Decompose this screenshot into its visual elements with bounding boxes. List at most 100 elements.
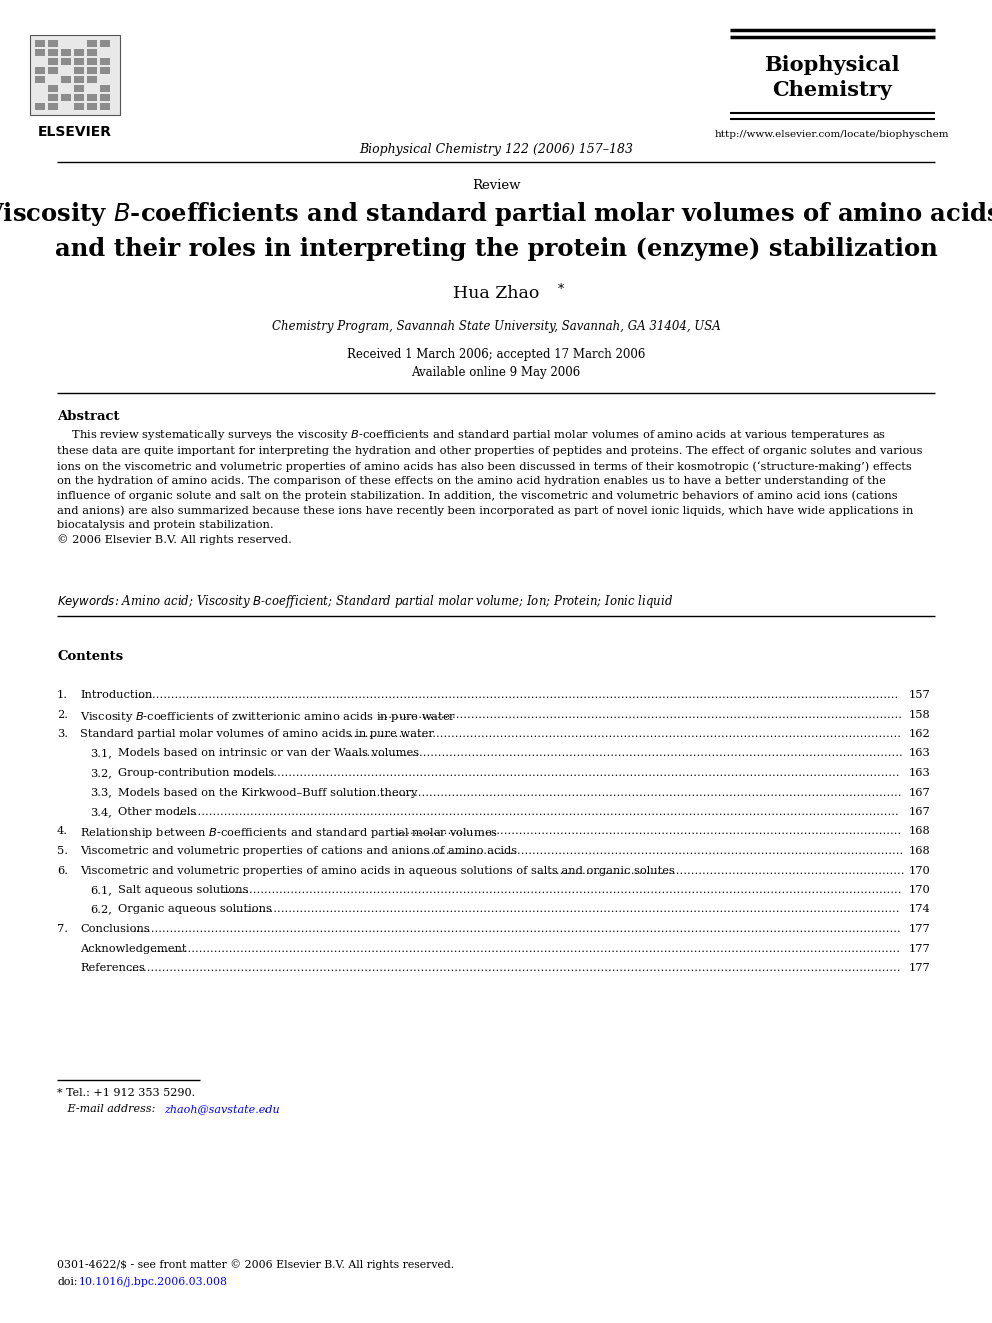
Text: Viscometric and volumetric properties of amino acids in aqueous solutions of sal: Viscometric and volumetric properties of… xyxy=(80,865,675,876)
Text: 168: 168 xyxy=(909,827,930,836)
Text: 158: 158 xyxy=(909,709,930,720)
Text: ................................................................................: ........................................… xyxy=(233,905,901,914)
Text: Acknowledgement: Acknowledgement xyxy=(80,943,186,954)
Text: 6.2,: 6.2, xyxy=(90,905,112,914)
Text: Received 1 March 2006; accepted 17 March 2006: Received 1 March 2006; accepted 17 March… xyxy=(347,348,645,361)
Bar xyxy=(74,75,84,83)
Text: Group-contribution models: Group-contribution models xyxy=(118,767,274,778)
Text: E-mail address:: E-mail address: xyxy=(57,1103,159,1114)
Text: 167: 167 xyxy=(909,807,930,818)
Text: Other models: Other models xyxy=(118,807,196,818)
Bar xyxy=(35,49,45,56)
Text: 157: 157 xyxy=(909,691,930,700)
Text: 163: 163 xyxy=(909,749,930,758)
Bar xyxy=(35,75,45,83)
Bar xyxy=(48,67,58,74)
Text: 4.: 4. xyxy=(57,827,68,836)
Text: Available online 9 May 2006: Available online 9 May 2006 xyxy=(412,366,580,378)
Text: ................................................................................: ........................................… xyxy=(538,865,906,876)
Bar xyxy=(87,40,97,48)
Text: 7.: 7. xyxy=(57,923,68,934)
Bar xyxy=(100,40,110,48)
Text: ELSEVIER: ELSEVIER xyxy=(38,124,112,139)
Text: 0301-4622/$ - see front matter © 2006 Elsevier B.V. All rights reserved.: 0301-4622/$ - see front matter © 2006 El… xyxy=(57,1259,454,1270)
Text: Relationship between $\it{B}$-coefficients and standard partial molar volumes: Relationship between $\it{B}$-coefficien… xyxy=(80,827,498,840)
Text: Chemistry Program, Savannah State University, Savannah, GA 31404, USA: Chemistry Program, Savannah State Univer… xyxy=(272,320,720,333)
Bar xyxy=(61,49,71,56)
Bar xyxy=(61,94,71,101)
Text: 177: 177 xyxy=(909,963,930,972)
Text: * Tel.: +1 912 353 5290.: * Tel.: +1 912 353 5290. xyxy=(57,1088,195,1098)
Text: Standard partial molar volumes of amino acids in pure water: Standard partial molar volumes of amino … xyxy=(80,729,434,740)
Bar xyxy=(48,58,58,65)
Text: Contents: Contents xyxy=(57,650,123,663)
Text: 6.1,: 6.1, xyxy=(90,885,112,894)
Text: ................................................................................: ........................................… xyxy=(340,787,903,798)
Text: Viscosity $\it{B}$-coefficients and standard partial molar volumes of amino acid: Viscosity $\it{B}$-coefficients and stan… xyxy=(0,200,992,228)
Text: ................................................................................: ........................................… xyxy=(344,749,904,758)
Text: 3.4,: 3.4, xyxy=(90,807,112,818)
Text: 3.: 3. xyxy=(57,729,68,740)
Text: Introduction: Introduction xyxy=(80,691,153,700)
Text: 3.1,: 3.1, xyxy=(90,749,112,758)
Text: ................................................................................: ........................................… xyxy=(378,709,903,720)
Bar xyxy=(74,94,84,101)
Text: 162: 162 xyxy=(909,729,930,740)
Text: 177: 177 xyxy=(909,943,930,954)
Bar xyxy=(74,58,84,65)
Text: 170: 170 xyxy=(909,885,930,894)
Text: References: References xyxy=(80,963,145,972)
Text: Biophysical Chemistry 122 (2006) 157–183: Biophysical Chemistry 122 (2006) 157–183 xyxy=(359,143,633,156)
Text: 163: 163 xyxy=(909,767,930,778)
Text: ................................................................................: ........................................… xyxy=(233,767,901,778)
Text: 174: 174 xyxy=(909,905,930,914)
Text: Abstract: Abstract xyxy=(57,410,119,423)
Bar xyxy=(48,85,58,93)
Bar xyxy=(48,103,58,110)
Text: 10.1016/j.bpc.2006.03.008: 10.1016/j.bpc.2006.03.008 xyxy=(79,1277,228,1287)
Bar xyxy=(61,75,71,83)
Text: Biophysical
Chemistry: Biophysical Chemistry xyxy=(764,56,900,99)
Text: zhaoh@savstate.edu: zhaoh@savstate.edu xyxy=(164,1103,280,1114)
Text: $\it{Keywords}$: Amino acid; Viscosity $\it{B}$-coefficient; Standard partial mo: $\it{Keywords}$: Amino acid; Viscosity $… xyxy=(57,593,674,610)
Text: ................................................................................: ........................................… xyxy=(346,729,902,740)
Text: Salt aqueous solutions: Salt aqueous solutions xyxy=(118,885,249,894)
Bar xyxy=(87,67,97,74)
Bar xyxy=(61,58,71,65)
Bar xyxy=(100,85,110,93)
Bar xyxy=(74,103,84,110)
Text: Models based on the Kirkwood–Buff solution theory: Models based on the Kirkwood–Buff soluti… xyxy=(118,787,418,798)
Text: doi:: doi: xyxy=(57,1277,77,1287)
Bar xyxy=(74,49,84,56)
Bar xyxy=(74,85,84,93)
Text: and their roles in interpreting the protein (enzyme) stabilization: and their roles in interpreting the prot… xyxy=(55,237,937,261)
Bar xyxy=(48,40,58,48)
Text: 167: 167 xyxy=(909,787,930,798)
Text: http://www.elsevier.com/locate/biophyschem: http://www.elsevier.com/locate/biophysch… xyxy=(715,130,949,139)
Text: ................................................................................: ........................................… xyxy=(220,885,903,894)
Text: Viscosity $\it{B}$-coefficients of zwitterionic amino acids in pure water: Viscosity $\it{B}$-coefficients of zwitt… xyxy=(80,709,456,724)
Text: 170: 170 xyxy=(909,865,930,876)
Text: 2.: 2. xyxy=(57,709,68,720)
Bar xyxy=(100,58,110,65)
Text: 3.2,: 3.2, xyxy=(90,767,112,778)
Text: This review systematically surveys the viscosity $\it{B}$-coefficients and stand: This review systematically surveys the v… xyxy=(57,429,923,545)
Bar xyxy=(87,49,97,56)
Bar xyxy=(35,67,45,74)
Bar xyxy=(35,103,45,110)
Bar xyxy=(35,40,45,48)
Bar xyxy=(87,94,97,101)
Text: 5.: 5. xyxy=(57,845,68,856)
Bar xyxy=(48,49,58,56)
Bar xyxy=(100,103,110,110)
Text: Hua Zhao: Hua Zhao xyxy=(452,284,540,302)
Bar xyxy=(87,75,97,83)
Text: 177: 177 xyxy=(909,923,930,934)
Text: *: * xyxy=(558,283,564,296)
Bar xyxy=(100,67,110,74)
Text: ................................................................................: ........................................… xyxy=(396,827,902,836)
Text: ................................................................................: ........................................… xyxy=(414,845,905,856)
Text: 6.: 6. xyxy=(57,865,68,876)
Text: Conclusions: Conclusions xyxy=(80,923,150,934)
Text: ................................................................................: ........................................… xyxy=(133,923,902,934)
